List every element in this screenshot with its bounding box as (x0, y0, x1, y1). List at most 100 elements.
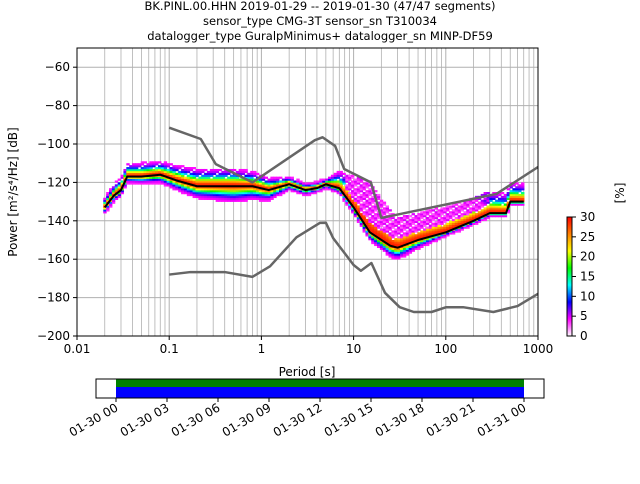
heatmap-cell (255, 188, 260, 191)
heatmap-cell (146, 168, 150, 172)
heatmap-cell (480, 213, 485, 216)
heatmap-cell (351, 195, 355, 199)
heatmap-cell (227, 195, 231, 199)
heatmap-cell (431, 209, 436, 212)
heatmap-cell (506, 192, 511, 195)
heatmap-cell (247, 192, 251, 195)
heatmap-cell (169, 163, 173, 166)
heatmap-cell (279, 188, 283, 191)
heatmap-cell (402, 241, 407, 245)
heatmap-cell (126, 167, 130, 170)
heatmap-cell (258, 192, 263, 195)
heatmap-cell (253, 184, 257, 187)
heatmap-cell (431, 213, 436, 216)
heatmap-cell (388, 228, 392, 231)
heatmap-cell (405, 236, 410, 239)
heatmap-cell (160, 168, 165, 172)
heatmap-cell (495, 215, 499, 218)
heatmap-cell (518, 195, 522, 199)
heatmap-cell (420, 234, 424, 237)
heatmap-cell (385, 251, 389, 254)
heatmap-cell (497, 199, 502, 202)
heatmap-cell (149, 176, 153, 179)
colorbar-gradient (566, 216, 573, 337)
heatmap-cell (460, 222, 464, 225)
heatmap-cell (463, 220, 467, 224)
heatmap-cell (250, 186, 254, 189)
heatmap-cell (423, 220, 427, 224)
heatmap-cell (489, 199, 493, 202)
heatmap-cell (434, 236, 438, 239)
heatmap-cell (512, 184, 516, 187)
heatmap-cell (417, 247, 421, 250)
heatmap-cell (521, 184, 525, 187)
heatmap-cell (397, 241, 401, 245)
heatmap-cell (446, 222, 450, 225)
heatmap-cell (400, 243, 404, 247)
heatmap-cell (356, 192, 361, 195)
heatmap-cell (382, 207, 387, 210)
heatmap-cell (368, 238, 372, 241)
heatmap-cell (333, 188, 338, 191)
heatmap-cell (221, 188, 225, 191)
heatmap-cell (428, 211, 433, 214)
heatmap-cell (169, 186, 173, 189)
heatmap-cell (218, 186, 222, 189)
heatmap-cell (238, 188, 243, 191)
heatmap-cell (247, 186, 251, 189)
heatmap-cell (261, 199, 266, 202)
heatmap-cell (132, 172, 136, 176)
heatmap-cell (388, 209, 392, 212)
heatmap-cell (267, 190, 271, 193)
heatmap-cell (149, 180, 153, 183)
heatmap-cell (469, 203, 473, 206)
heatmap-cell (215, 192, 220, 195)
heatmap-cell (169, 178, 173, 181)
heatmap-cell (224, 190, 228, 193)
heatmap-cell (143, 165, 147, 168)
heatmap-cell (391, 236, 395, 239)
heatmap-cell (402, 222, 407, 225)
heatmap-cell (304, 193, 309, 197)
heatmap-cell (359, 203, 364, 206)
heatmap-cell (359, 184, 364, 187)
heatmap-cell (348, 182, 352, 185)
heatmap-cell (420, 232, 424, 235)
title-line-1: BK.PINL.00.HHN 2019-01-29 -- 2019-01-30 … (144, 0, 495, 13)
heatmap-cell (521, 182, 525, 185)
heatmap-cell (414, 247, 418, 250)
heatmap-cell (195, 168, 199, 172)
heatmap-cell (224, 188, 228, 191)
heatmap-cell (454, 222, 459, 225)
heatmap-cell (359, 188, 364, 191)
heatmap-cell (241, 193, 245, 197)
heatmap-cell (204, 188, 208, 191)
heatmap-cell (218, 188, 222, 191)
colorbar-tick-label: 5 (580, 309, 588, 323)
heatmap-cell (117, 182, 122, 185)
heatmap-cell (351, 184, 355, 187)
heatmap-cell (296, 188, 300, 191)
heatmap-cell (322, 188, 326, 191)
heatmap-cell (359, 190, 364, 193)
heatmap-cell (172, 168, 176, 172)
heatmap-cell (160, 176, 165, 179)
heatmap-cell (117, 193, 122, 197)
heatmap-cell (368, 190, 372, 193)
heatmap-cell (437, 234, 441, 237)
heatmap-cell (273, 182, 277, 185)
heatmap-cell (472, 213, 476, 216)
heatmap-cell (163, 168, 168, 172)
heatmap-cell (486, 216, 490, 220)
heatmap-cell (212, 197, 217, 200)
heatmap-cell (255, 197, 260, 200)
heatmap-cell (408, 230, 413, 233)
heatmap-cell (186, 190, 191, 193)
heatmap-cell (221, 195, 225, 199)
heatmap-cell (431, 218, 436, 222)
heatmap-cell (114, 193, 119, 197)
heatmap-cell (316, 184, 320, 187)
heatmap-cell (218, 193, 222, 197)
